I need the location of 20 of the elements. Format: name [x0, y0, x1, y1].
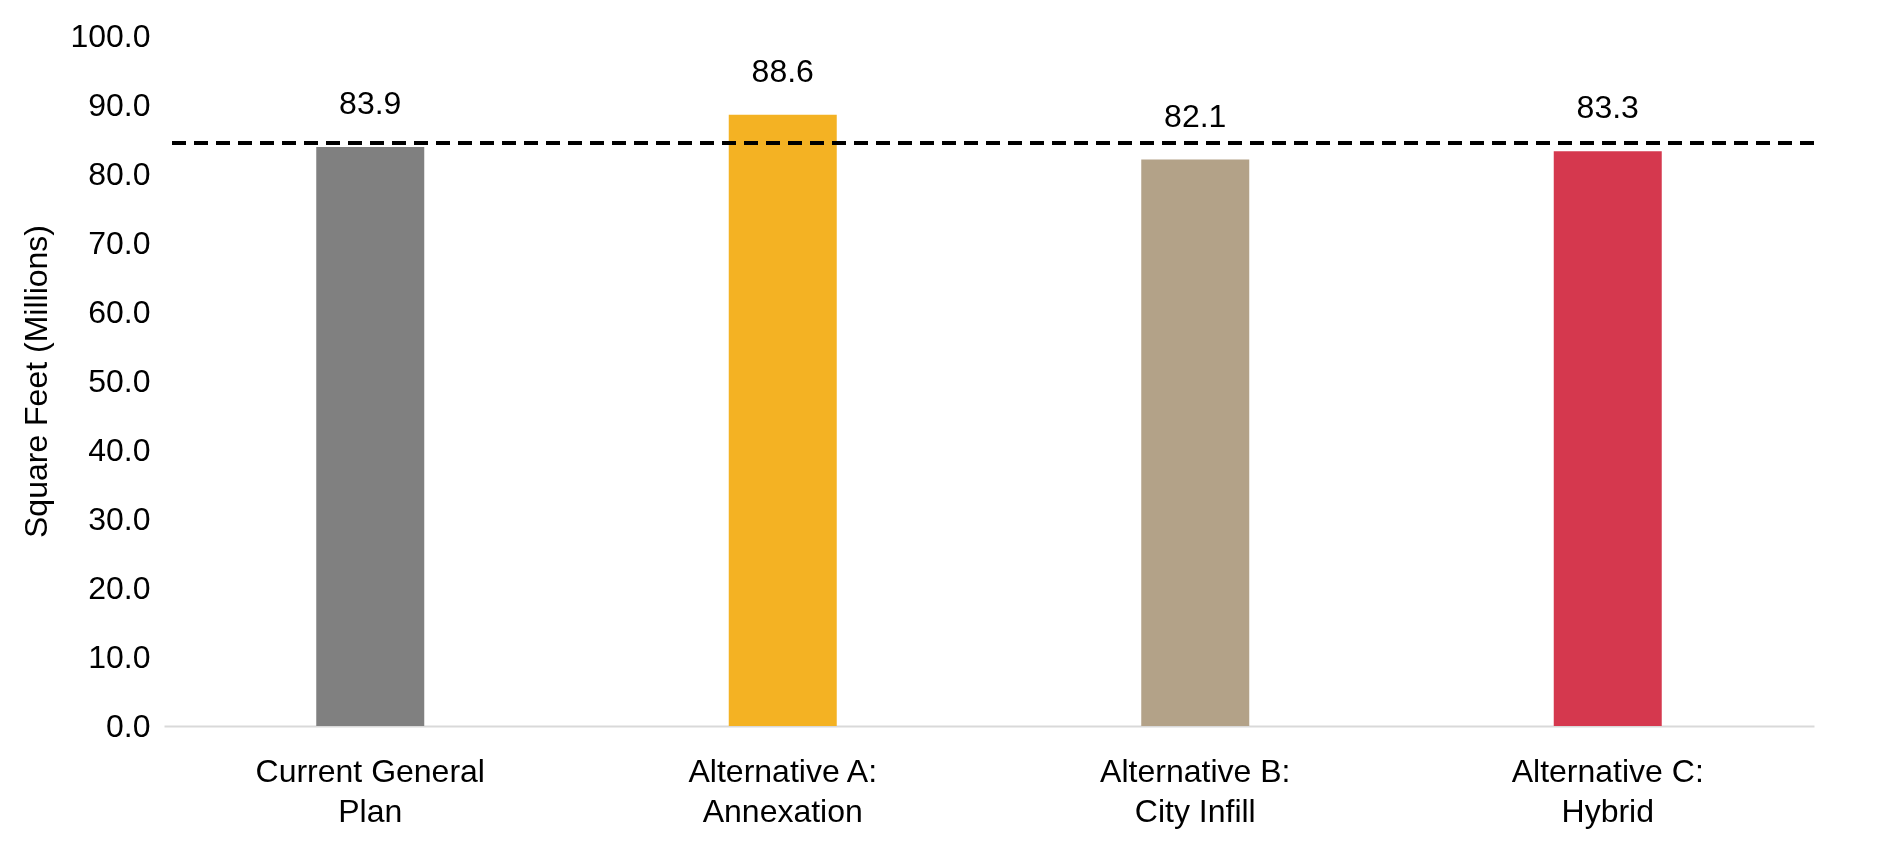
data-label: 83.9	[339, 85, 402, 122]
y-axis-title: Square Feet (Millions)	[18, 225, 55, 538]
y-tick-label: 90.0	[88, 86, 151, 123]
data-label: 88.6	[751, 52, 814, 89]
y-tick-label: 50.0	[88, 362, 151, 399]
data-label: 82.1	[1164, 97, 1227, 134]
x-tick-label: Current General Plan	[255, 752, 485, 829]
y-tick-label: 10.0	[88, 638, 151, 675]
y-tick-label: 100.0	[70, 17, 151, 54]
y-tick-label: 20.0	[88, 569, 151, 606]
x-tick-label: Alternative B: City Infill	[1100, 752, 1291, 829]
y-tick-label: 0.0	[106, 707, 151, 744]
data-label: 83.3	[1576, 89, 1639, 126]
y-tick-label: 60.0	[88, 293, 151, 330]
y-tick-label: 30.0	[88, 500, 151, 537]
y-tick-label: 70.0	[88, 224, 151, 261]
x-tick-label: Alternative C: Hybrid	[1511, 752, 1704, 829]
y-tick-label: 40.0	[88, 431, 151, 468]
y-tick-label: 80.0	[88, 155, 151, 192]
x-tick-label: Alternative A: Annexation	[688, 752, 878, 829]
